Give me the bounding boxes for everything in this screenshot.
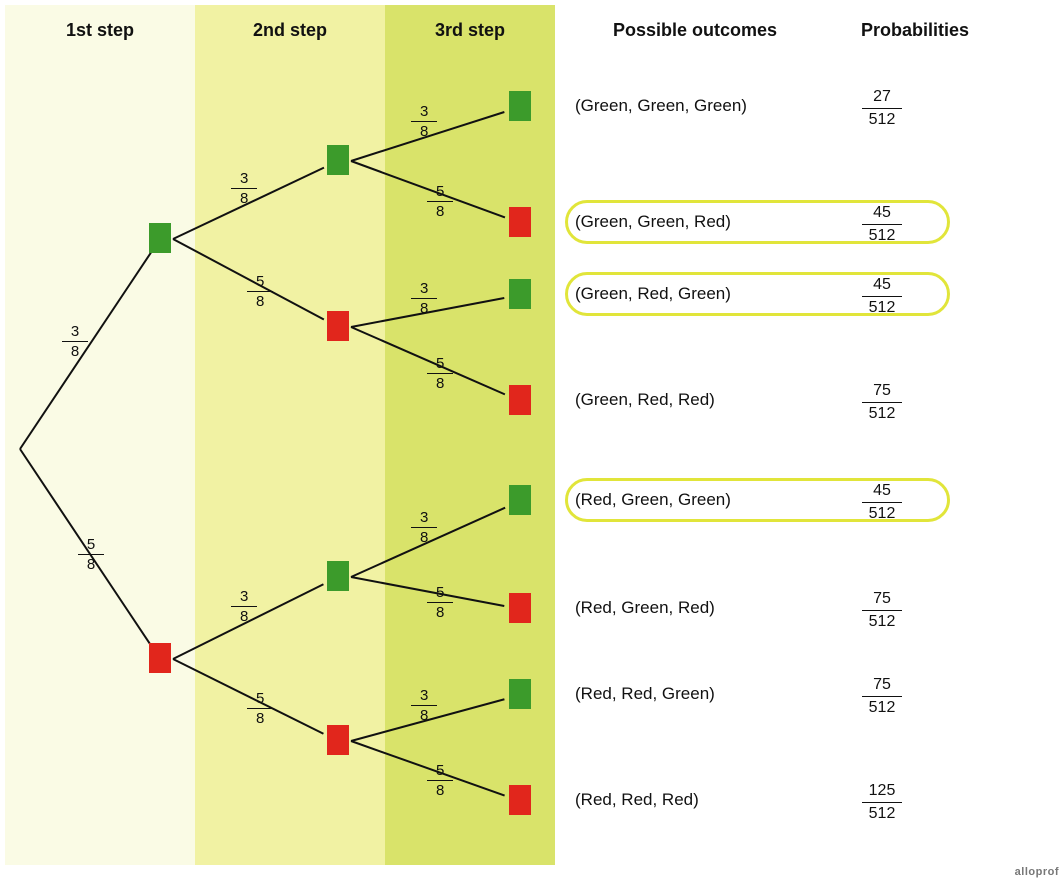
- branch-fraction: 38: [231, 589, 257, 624]
- outcome-text: (Red, Green, Red): [575, 598, 715, 618]
- branch-fraction: 38: [411, 510, 437, 545]
- outcome-text: (Red, Red, Green): [575, 684, 715, 704]
- header-step1: 1st step: [5, 20, 195, 41]
- node-green: [509, 279, 531, 309]
- header-step2: 2nd step: [195, 20, 385, 41]
- branch-fraction: 38: [411, 281, 437, 316]
- outcome-probability: 125512: [862, 782, 902, 822]
- node-red: [509, 207, 531, 237]
- outcome-text: (Green, Red, Red): [575, 390, 715, 410]
- branch-fraction: 58: [78, 537, 104, 572]
- header-step3: 3rd step: [385, 20, 555, 41]
- step2-column-bg: [195, 5, 385, 865]
- branch-fraction: 38: [231, 171, 257, 206]
- branch-fraction: 58: [427, 763, 453, 798]
- branch-fraction: 38: [411, 104, 437, 139]
- node-green: [509, 679, 531, 709]
- branch-fraction: 58: [427, 356, 453, 391]
- node-red: [509, 385, 531, 415]
- node-green: [509, 91, 531, 121]
- branch-fraction: 58: [247, 691, 273, 726]
- branch-fraction: 58: [427, 585, 453, 620]
- node-green: [149, 223, 171, 253]
- outcome-probability: 45512: [862, 276, 902, 316]
- probability-tree-diagram: 1st step 2nd step 3rd step Possible outc…: [0, 0, 1063, 880]
- node-green: [327, 561, 349, 591]
- node-red: [509, 785, 531, 815]
- header-outcomes: Possible outcomes: [555, 20, 835, 41]
- node-red: [327, 725, 349, 755]
- outcome-text: (Red, Green, Green): [575, 490, 731, 510]
- branch-fraction: 38: [62, 324, 88, 359]
- outcome-probability: 27512: [862, 88, 902, 128]
- branch-fraction: 38: [411, 688, 437, 723]
- step1-column-bg: [5, 5, 195, 865]
- branch-fraction: 58: [427, 184, 453, 219]
- outcome-probability: 45512: [862, 482, 902, 522]
- outcome-probability: 75512: [862, 382, 902, 422]
- outcome-probability: 75512: [862, 590, 902, 630]
- outcome-probability: 45512: [862, 204, 902, 244]
- node-green: [327, 145, 349, 175]
- outcome-text: (Green, Green, Red): [575, 212, 731, 232]
- node-green: [509, 485, 531, 515]
- outcome-text: (Red, Red, Red): [575, 790, 699, 810]
- outcome-text: (Green, Red, Green): [575, 284, 731, 304]
- header-probabilities: Probabilities: [835, 20, 995, 41]
- node-red: [327, 311, 349, 341]
- outcome-probability: 75512: [862, 676, 902, 716]
- outcome-text: (Green, Green, Green): [575, 96, 747, 116]
- node-red: [149, 643, 171, 673]
- node-red: [509, 593, 531, 623]
- attribution-text: alloprof: [1015, 866, 1059, 878]
- branch-fraction: 58: [247, 274, 273, 309]
